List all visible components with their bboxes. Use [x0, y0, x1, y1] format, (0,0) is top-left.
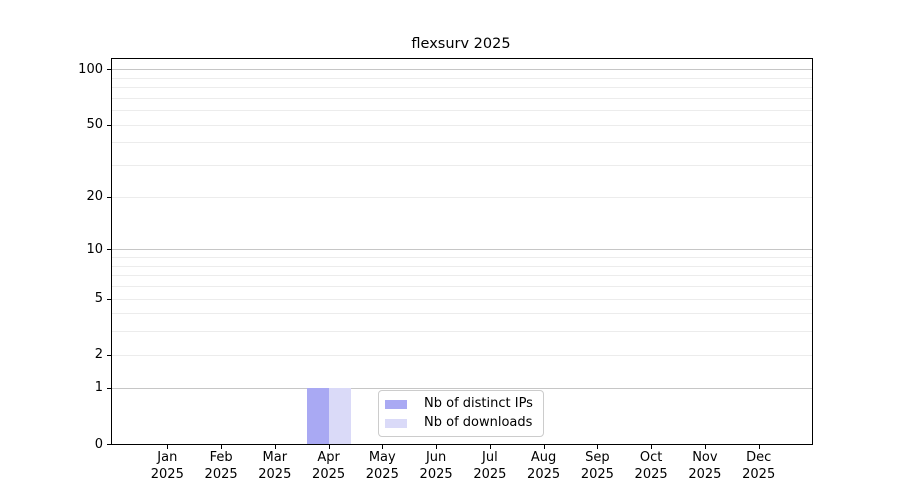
chart-title: flexsurv 2025: [411, 36, 511, 52]
y-tick-label: 10: [86, 241, 103, 257]
gridline-major: [112, 387, 812, 389]
y-tick-mark: [107, 298, 111, 300]
x-tick-mark: [543, 445, 545, 449]
bar-downloads-apr: [328, 387, 351, 444]
gridline-minor: [112, 331, 812, 333]
y-tick-label: 0: [94, 436, 103, 452]
x-tick-mark: [167, 445, 169, 449]
x-tick-label-may: May 2025: [365, 450, 399, 482]
legend: Nb of distinct IPs Nb of downloads: [378, 390, 544, 437]
x-tick-mark: [274, 445, 276, 449]
gridline-minor: [112, 354, 812, 356]
legend-label-downloads: Nb of downloads: [424, 415, 533, 430]
x-tick-mark: [758, 445, 760, 449]
legend-swatch-distinct-ips: [385, 399, 407, 409]
gridline-minor: [112, 257, 812, 258]
x-tick-label-dec: Dec 2025: [742, 450, 776, 482]
gridline-minor: [112, 110, 812, 112]
legend-item-downloads: Nb of downloads: [385, 416, 537, 430]
legend-item-distinct-ips: Nb of distinct IPs: [385, 397, 537, 411]
legend-swatch-downloads: [385, 418, 407, 428]
gridline-major: [112, 249, 812, 251]
x-tick-label-apr: Apr 2025: [312, 450, 346, 482]
gridline-minor: [112, 142, 812, 144]
x-tick-mark: [221, 445, 223, 449]
y-tick-label: 20: [86, 189, 103, 205]
gridline-minor: [112, 286, 812, 287]
gridline-minor: [112, 124, 812, 126]
x-tick-mark: [436, 445, 438, 449]
y-tick-label: 50: [86, 117, 103, 133]
x-tick-mark: [489, 445, 491, 449]
y-tick-mark: [107, 196, 111, 198]
y-tick-label: 2: [94, 347, 103, 363]
x-tick-label-mar: Mar 2025: [258, 450, 292, 482]
legend-label-distinct-ips: Nb of distinct IPs: [424, 396, 533, 411]
x-tick-mark: [597, 445, 599, 449]
gridline-minor: [112, 298, 812, 300]
x-tick-label-jun: Jun 2025: [419, 450, 453, 482]
y-tick-label: 5: [94, 291, 103, 306]
gridline-minor: [112, 313, 812, 315]
y-tick-mark: [107, 387, 111, 389]
x-tick-label-sep: Sep 2025: [580, 450, 614, 482]
gridline-minor: [112, 87, 812, 89]
x-tick-mark: [651, 445, 653, 449]
y-tick-mark: [107, 124, 111, 126]
x-tick-mark: [328, 445, 330, 449]
x-tick-label-oct: Oct 2025: [634, 450, 668, 482]
y-tick-label: 1: [94, 380, 103, 396]
x-tick-label-jul: Jul 2025: [473, 450, 507, 482]
x-tick-label-feb: Feb 2025: [204, 450, 238, 482]
gridline-minor: [112, 77, 812, 79]
y-tick-mark: [107, 69, 111, 71]
bar-distinct-ips-apr: [306, 387, 329, 444]
x-tick-mark: [704, 445, 706, 449]
gridline-minor: [112, 97, 812, 99]
x-tick-mark: [382, 445, 384, 449]
y-tick-mark: [107, 354, 111, 356]
x-tick-label-aug: Aug 2025: [527, 450, 561, 482]
y-tick-label: 100: [78, 61, 103, 77]
x-tick-label-nov: Nov 2025: [688, 450, 722, 482]
gridline-minor: [112, 275, 812, 277]
gridline-minor: [112, 165, 812, 167]
gridline-minor: [112, 196, 812, 198]
x-tick-label-jan: Jan 2025: [150, 450, 184, 482]
y-tick-mark: [107, 249, 111, 251]
gridline-minor: [112, 265, 812, 267]
y-tick-mark: [107, 444, 111, 445]
plot-area: [111, 58, 813, 445]
gridline-major: [112, 69, 812, 71]
